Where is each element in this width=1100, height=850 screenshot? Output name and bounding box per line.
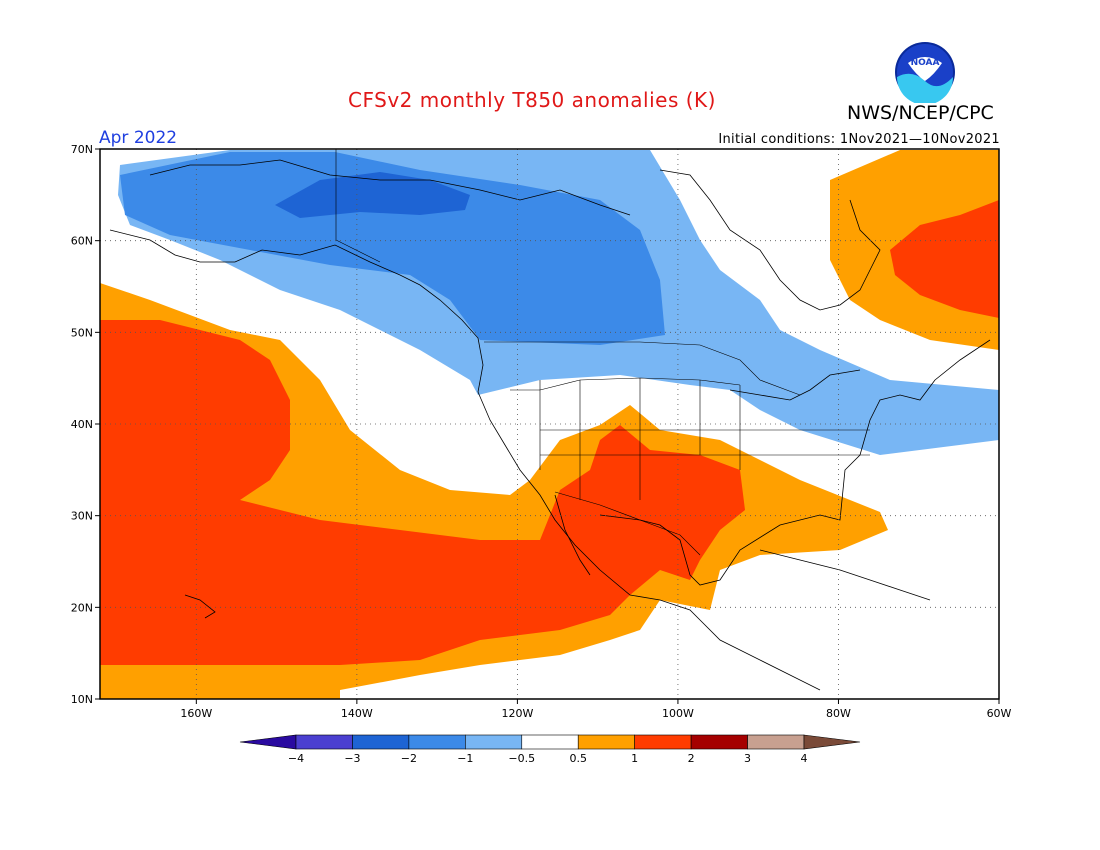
latitude-tick-label: 10N bbox=[71, 693, 93, 706]
colorbar-swatch bbox=[352, 734, 410, 750]
colorbar-label: −1 bbox=[457, 752, 473, 765]
political-boundaries bbox=[335, 149, 870, 556]
forecast-period: Apr 2022 bbox=[99, 128, 178, 148]
longitude-tick-label: 100W bbox=[662, 707, 694, 720]
colorbar-swatch bbox=[408, 734, 466, 750]
colorbar-swatch bbox=[690, 734, 748, 750]
noaa-logo: NOAA bbox=[895, 42, 955, 103]
latitude-tick-label: 50N bbox=[71, 326, 93, 339]
longitude-tick-label: 80W bbox=[826, 707, 851, 720]
colorbar-label: −2 bbox=[401, 752, 417, 765]
cold-anomaly-core bbox=[275, 172, 470, 218]
colorbar-labels: −4 −3 −2 −1 −0.5 0.5 1 2 3 4 bbox=[288, 752, 808, 765]
initial-conditions: Initial conditions: 1Nov2021—10Nov2021 bbox=[718, 132, 1000, 147]
colorbar-swatch bbox=[634, 734, 692, 750]
longitude-tick-label: 160W bbox=[180, 707, 212, 720]
agency-label: NWS/NCEP/CPC bbox=[847, 102, 994, 124]
latitude-tick-label: 70N bbox=[71, 143, 93, 156]
latitude-tick-label: 40N bbox=[71, 418, 93, 431]
longitude-tick-label: 60W bbox=[987, 707, 1012, 720]
colorbar-swatch bbox=[521, 734, 579, 750]
anomaly-field bbox=[100, 149, 999, 699]
longitude-tick-label: 120W bbox=[501, 707, 533, 720]
axis-ticks: 160W 140W 120W 100W 80W 60W 10N 20N 30N 40N 50N 60N… bbox=[71, 143, 1012, 720]
gridlines bbox=[100, 149, 999, 699]
warm-anomaly-northeast-core bbox=[890, 200, 999, 318]
longitude-tick-label: 140W bbox=[341, 707, 373, 720]
colorbar-label: −3 bbox=[344, 752, 360, 765]
colorbar-swatch bbox=[577, 734, 635, 750]
colorbar-swatch bbox=[747, 734, 805, 750]
colorbar-label: −4 bbox=[288, 752, 304, 765]
colorbar-swatch bbox=[465, 734, 523, 750]
coastlines bbox=[109, 159, 991, 691]
colorbar-label: 2 bbox=[688, 752, 695, 765]
colorbar-label: −0.5 bbox=[508, 752, 535, 765]
colorbar-max-extension bbox=[803, 734, 861, 750]
colorbar-swatch bbox=[295, 734, 353, 750]
colorbar-swatches bbox=[239, 734, 861, 750]
latitude-tick-label: 20N bbox=[71, 601, 93, 614]
warm-anomaly-strong-region bbox=[100, 320, 745, 665]
colorbar-label: 1 bbox=[631, 752, 638, 765]
cold-anomaly-strong-region bbox=[120, 152, 665, 345]
latitude-tick-label: 30N bbox=[71, 510, 93, 523]
colorbar-label: 3 bbox=[744, 752, 751, 765]
latitude-tick-label: 60N bbox=[71, 235, 93, 248]
colorbar-min-extension bbox=[239, 734, 297, 750]
colorbar-label: 0.5 bbox=[569, 752, 587, 765]
colorbar-label: 4 bbox=[801, 752, 808, 765]
logo-text: NOAA bbox=[911, 58, 940, 68]
chart-title: CFSv2 monthly T850 anomalies (K) bbox=[348, 88, 716, 112]
